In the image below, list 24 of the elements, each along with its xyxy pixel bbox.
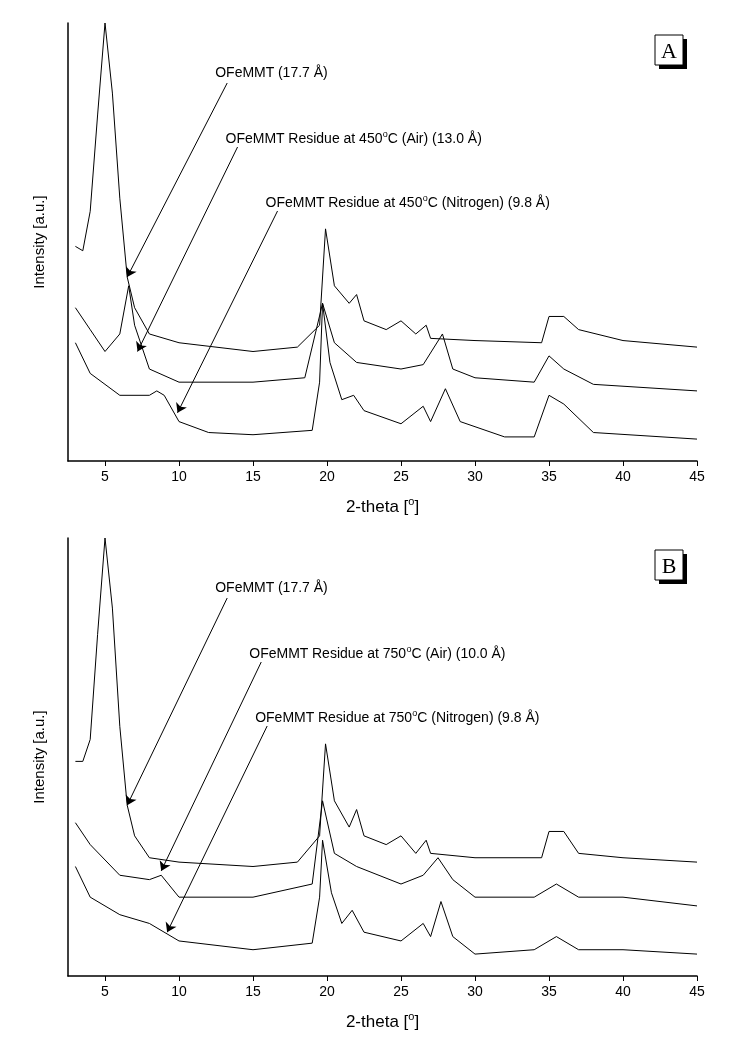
x-tick-label: 20	[319, 983, 335, 999]
x-tick-label: 40	[615, 983, 631, 999]
annotation: OFeMMT (17.7 Å)	[215, 579, 328, 595]
annotation: A	[661, 37, 678, 63]
y-axis-title: Intensity [a.u.]	[30, 195, 47, 289]
x-tick-label: 25	[393, 983, 409, 999]
x-tick-label: 30	[467, 983, 483, 999]
x-tick-label: 45	[689, 468, 705, 484]
y-axis-title: Intensity [a.u.]	[30, 710, 47, 804]
x-tick-label: 15	[245, 983, 261, 999]
x-tick-label: 5	[101, 468, 110, 484]
annotation: OFeMMT (17.7 Å)	[215, 64, 328, 80]
x-tick-label: 40	[615, 468, 631, 484]
x-tick-label: 30	[467, 468, 483, 484]
x-tick-label: 10	[171, 983, 187, 999]
annotation: B	[661, 552, 677, 578]
x-tick-label: 5	[101, 983, 110, 999]
x-tick-label: 35	[541, 983, 557, 999]
x-tick-label: 15	[245, 468, 261, 484]
x-tick-label: 25	[393, 468, 409, 484]
x-tick-label: 35	[541, 468, 557, 484]
x-tick-label: 20	[319, 468, 335, 484]
x-tick-label: 45	[689, 983, 705, 999]
x-tick-label: 10	[171, 468, 187, 484]
